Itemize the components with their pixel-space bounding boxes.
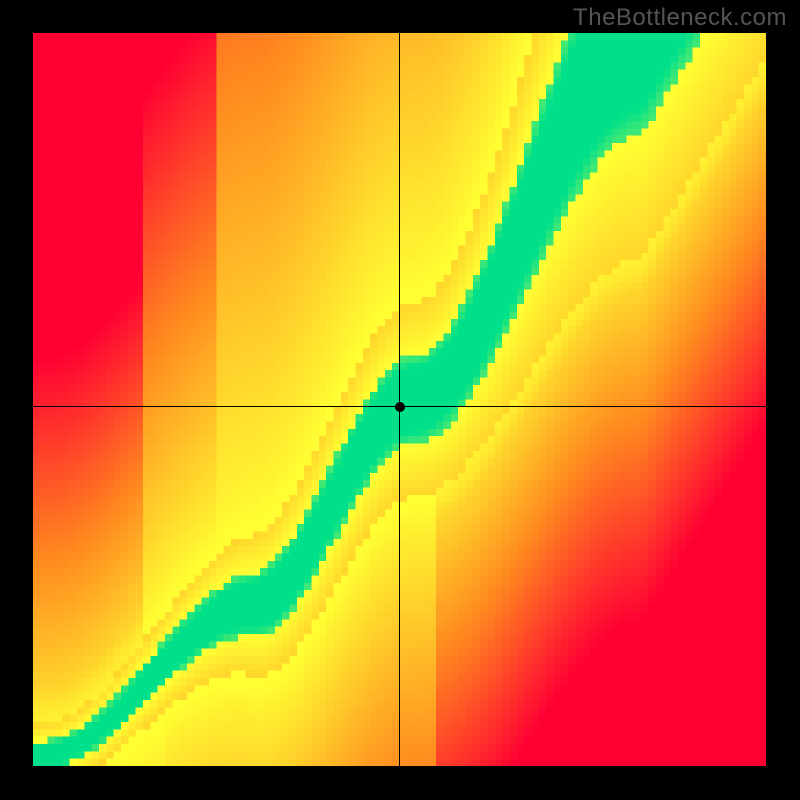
bottleneck-marker [395,402,405,412]
plot-area [33,33,766,766]
watermark-text: TheBottleneck.com [573,4,787,32]
crosshair-vertical [399,33,400,766]
